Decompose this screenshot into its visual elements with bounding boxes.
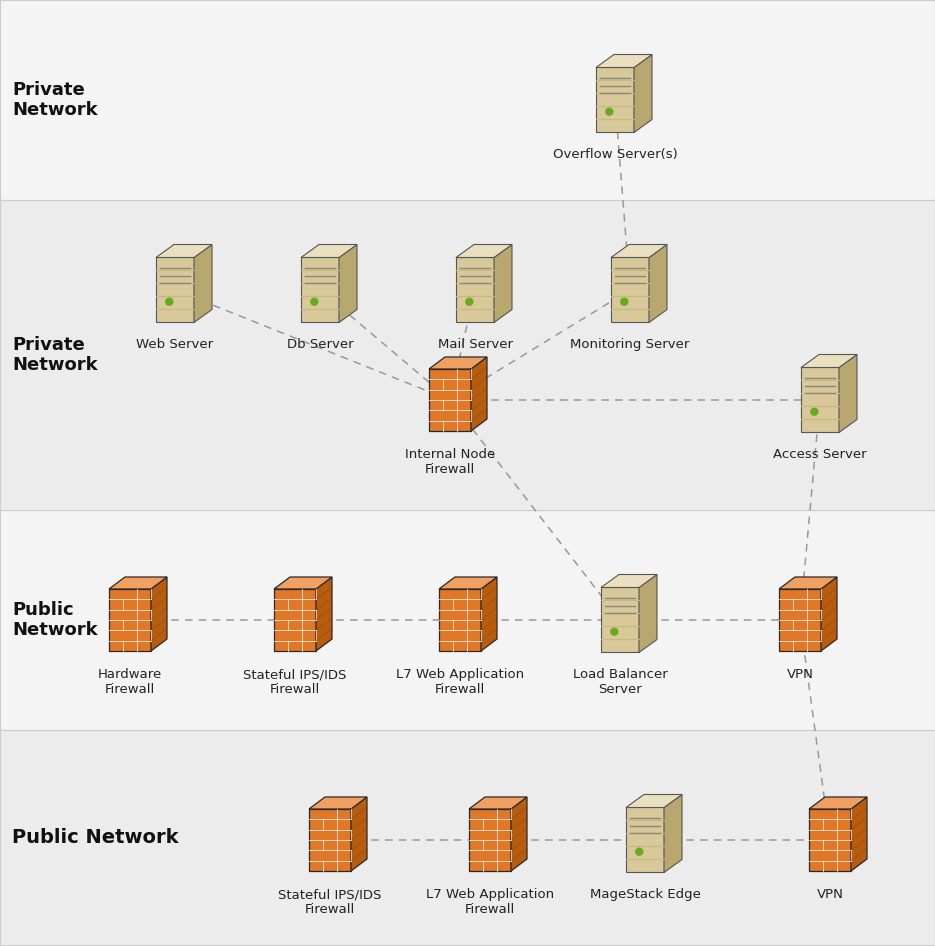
Text: VPN: VPN	[816, 888, 843, 901]
Polygon shape	[511, 797, 527, 871]
Text: Public
Network: Public Network	[12, 601, 97, 639]
Text: Overflow Server(s): Overflow Server(s)	[553, 148, 677, 161]
Polygon shape	[649, 244, 667, 323]
Bar	[0, 730, 935, 945]
Polygon shape	[274, 589, 316, 651]
Polygon shape	[456, 244, 512, 257]
Polygon shape	[809, 797, 867, 809]
Polygon shape	[611, 244, 667, 257]
Polygon shape	[626, 795, 682, 808]
Polygon shape	[156, 257, 194, 323]
Text: Access Server: Access Server	[773, 448, 867, 461]
Text: L7 Web Application
Firewall: L7 Web Application Firewall	[426, 888, 554, 916]
Polygon shape	[469, 809, 511, 871]
Text: Public Network: Public Network	[12, 828, 179, 847]
Polygon shape	[626, 808, 664, 872]
Polygon shape	[471, 357, 487, 431]
Polygon shape	[109, 589, 151, 651]
Polygon shape	[194, 244, 212, 323]
Polygon shape	[801, 355, 857, 367]
Text: Monitoring Server: Monitoring Server	[570, 338, 690, 351]
Text: Private
Network: Private Network	[12, 80, 97, 119]
Polygon shape	[109, 577, 167, 589]
Polygon shape	[601, 587, 639, 653]
Circle shape	[621, 298, 627, 306]
Text: Stateful IPS/IDS
Firewall: Stateful IPS/IDS Firewall	[243, 668, 347, 696]
Polygon shape	[429, 357, 487, 369]
Polygon shape	[316, 577, 332, 651]
Text: Stateful IPS/IDS
Firewall: Stateful IPS/IDS Firewall	[279, 888, 381, 916]
Polygon shape	[339, 244, 357, 323]
Text: VPN: VPN	[786, 668, 813, 681]
Bar	[0, 510, 935, 730]
Polygon shape	[481, 577, 497, 651]
Polygon shape	[439, 577, 497, 589]
Polygon shape	[309, 797, 367, 809]
Bar	[0, 0, 935, 200]
Circle shape	[811, 409, 818, 415]
Text: Private
Network: Private Network	[12, 336, 97, 375]
Text: Load Balancer
Server: Load Balancer Server	[572, 668, 668, 696]
Text: Mail Server: Mail Server	[438, 338, 512, 351]
Polygon shape	[851, 797, 867, 871]
Polygon shape	[494, 244, 512, 323]
Text: Db Server: Db Server	[287, 338, 353, 351]
Polygon shape	[801, 367, 839, 432]
Circle shape	[611, 628, 618, 635]
Polygon shape	[839, 355, 857, 432]
Text: Internal Node
Firewall: Internal Node Firewall	[405, 448, 496, 476]
Polygon shape	[664, 795, 682, 872]
Circle shape	[165, 298, 173, 306]
Polygon shape	[611, 257, 649, 323]
Polygon shape	[151, 577, 167, 651]
Polygon shape	[596, 55, 652, 67]
Text: Web Server: Web Server	[137, 338, 213, 351]
Text: MageStack Edge: MageStack Edge	[590, 888, 700, 901]
Polygon shape	[456, 257, 494, 323]
Bar	[0, 200, 935, 510]
Text: Hardware
Firewall: Hardware Firewall	[98, 668, 162, 696]
Polygon shape	[156, 244, 212, 257]
Polygon shape	[821, 577, 837, 651]
Polygon shape	[301, 244, 357, 257]
Polygon shape	[429, 369, 471, 431]
Polygon shape	[809, 809, 851, 871]
Circle shape	[636, 849, 642, 855]
Polygon shape	[639, 574, 657, 653]
Polygon shape	[601, 574, 657, 587]
Polygon shape	[779, 589, 821, 651]
Polygon shape	[439, 589, 481, 651]
Polygon shape	[309, 809, 351, 871]
Polygon shape	[634, 55, 652, 132]
Polygon shape	[469, 797, 527, 809]
Polygon shape	[779, 577, 837, 589]
Circle shape	[606, 108, 612, 115]
Polygon shape	[274, 577, 332, 589]
Circle shape	[310, 298, 318, 306]
Polygon shape	[301, 257, 339, 323]
Text: L7 Web Application
Firewall: L7 Web Application Firewall	[396, 668, 524, 696]
Polygon shape	[596, 67, 634, 132]
Circle shape	[466, 298, 473, 306]
Polygon shape	[351, 797, 367, 871]
